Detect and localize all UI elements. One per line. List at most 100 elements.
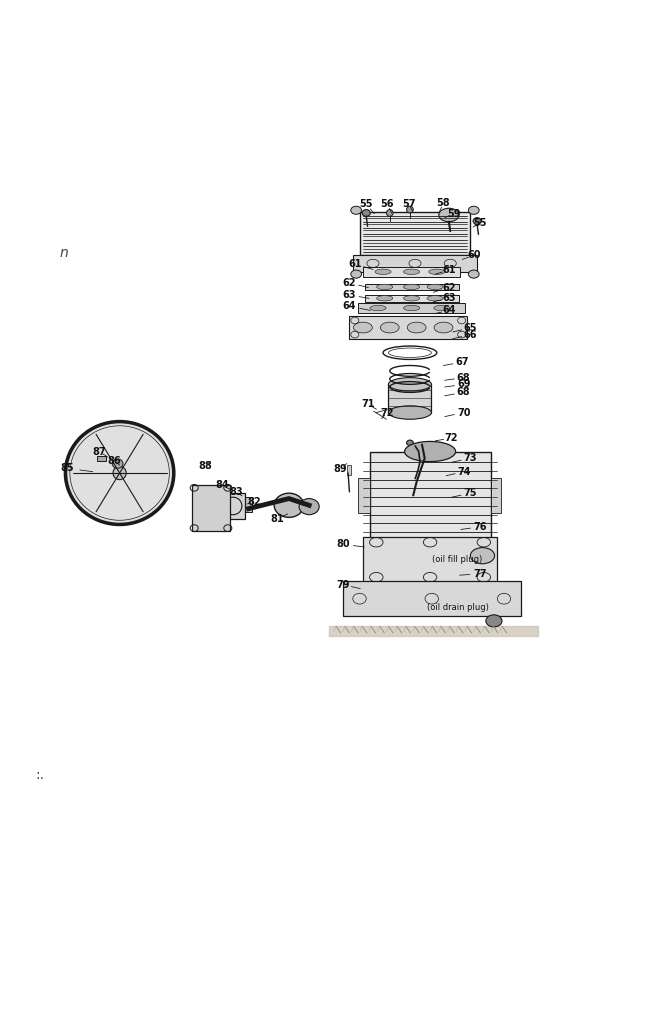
Text: 67: 67: [456, 357, 469, 368]
Text: :.: :.: [36, 768, 45, 782]
Text: n: n: [59, 247, 69, 260]
Text: 68: 68: [457, 373, 470, 383]
Text: 70: 70: [457, 408, 470, 418]
Text: 61: 61: [442, 265, 456, 275]
Bar: [358, 303, 466, 313]
Text: 68: 68: [457, 387, 470, 397]
Bar: [360, 212, 470, 255]
Text: 73: 73: [464, 454, 477, 463]
Ellipse shape: [403, 490, 427, 507]
Ellipse shape: [380, 323, 399, 333]
Ellipse shape: [470, 548, 495, 564]
Bar: [364, 284, 458, 290]
Text: 88: 88: [198, 461, 212, 471]
Text: 63: 63: [343, 290, 356, 300]
Ellipse shape: [439, 208, 459, 222]
Ellipse shape: [112, 459, 123, 468]
Text: 71: 71: [362, 399, 375, 410]
Ellipse shape: [388, 406, 431, 419]
Text: 72: 72: [445, 433, 458, 443]
Ellipse shape: [388, 378, 431, 391]
Ellipse shape: [376, 285, 393, 290]
Ellipse shape: [386, 210, 393, 216]
Text: 57: 57: [402, 200, 415, 209]
Bar: [192, 485, 230, 530]
Text: 87: 87: [93, 446, 106, 457]
Text: 56: 56: [380, 200, 394, 209]
Ellipse shape: [407, 206, 413, 213]
Ellipse shape: [403, 305, 419, 310]
Ellipse shape: [434, 305, 450, 310]
Bar: [388, 384, 431, 413]
Text: 63: 63: [442, 293, 456, 303]
Text: 79: 79: [336, 580, 349, 590]
Text: (oil fill plug): (oil fill plug): [432, 555, 482, 563]
Text: 58: 58: [437, 198, 450, 208]
Ellipse shape: [407, 440, 413, 445]
Bar: [364, 295, 458, 302]
Ellipse shape: [403, 296, 419, 301]
Ellipse shape: [407, 323, 426, 333]
Text: 55: 55: [473, 218, 487, 228]
Text: 62: 62: [442, 283, 456, 293]
Ellipse shape: [468, 206, 479, 214]
Ellipse shape: [376, 296, 393, 301]
Bar: [370, 452, 491, 539]
Text: 85: 85: [60, 463, 74, 473]
Text: 72: 72: [380, 408, 394, 418]
Text: 75: 75: [464, 488, 477, 499]
Ellipse shape: [468, 270, 479, 279]
Text: 55: 55: [360, 200, 373, 209]
Text: 69: 69: [457, 379, 470, 389]
Ellipse shape: [113, 466, 126, 479]
Bar: [343, 582, 521, 616]
Ellipse shape: [370, 305, 386, 310]
Text: 77: 77: [473, 568, 487, 579]
Text: 84: 84: [215, 480, 228, 490]
Bar: [363, 266, 460, 276]
Ellipse shape: [299, 499, 319, 515]
Bar: [353, 255, 477, 272]
Text: 83: 83: [230, 486, 243, 497]
Ellipse shape: [274, 494, 304, 517]
Ellipse shape: [65, 421, 175, 525]
Text: 64: 64: [343, 301, 356, 311]
Text: 76: 76: [473, 522, 487, 531]
Bar: [97, 456, 106, 461]
Bar: [235, 498, 252, 512]
Bar: [349, 315, 467, 339]
Text: 64: 64: [442, 305, 456, 315]
Ellipse shape: [427, 285, 444, 290]
Bar: [363, 537, 497, 583]
Text: 62: 62: [343, 278, 356, 288]
Text: 61: 61: [348, 259, 362, 269]
Ellipse shape: [353, 323, 372, 333]
Ellipse shape: [362, 210, 370, 216]
Ellipse shape: [473, 218, 481, 224]
Text: 59: 59: [447, 209, 460, 219]
Ellipse shape: [429, 269, 445, 274]
Text: 86: 86: [108, 456, 121, 466]
Ellipse shape: [405, 441, 456, 462]
Text: 82: 82: [247, 497, 261, 507]
Ellipse shape: [486, 614, 502, 627]
Text: 81: 81: [270, 514, 284, 523]
Bar: [347, 465, 351, 475]
Text: 65: 65: [464, 323, 477, 333]
Text: 89: 89: [333, 464, 347, 474]
Ellipse shape: [434, 323, 453, 333]
Text: (oil drain plug): (oil drain plug): [427, 603, 489, 612]
Ellipse shape: [403, 285, 419, 290]
Bar: [195, 489, 225, 526]
Ellipse shape: [351, 206, 362, 214]
Ellipse shape: [427, 296, 444, 301]
Ellipse shape: [403, 269, 419, 274]
Bar: [491, 478, 501, 513]
Text: 60: 60: [468, 250, 481, 260]
Text: 66: 66: [464, 330, 477, 340]
Text: 80: 80: [336, 540, 349, 549]
Ellipse shape: [375, 269, 391, 274]
Bar: [222, 494, 245, 519]
Text: 74: 74: [457, 467, 470, 477]
Ellipse shape: [351, 270, 362, 279]
